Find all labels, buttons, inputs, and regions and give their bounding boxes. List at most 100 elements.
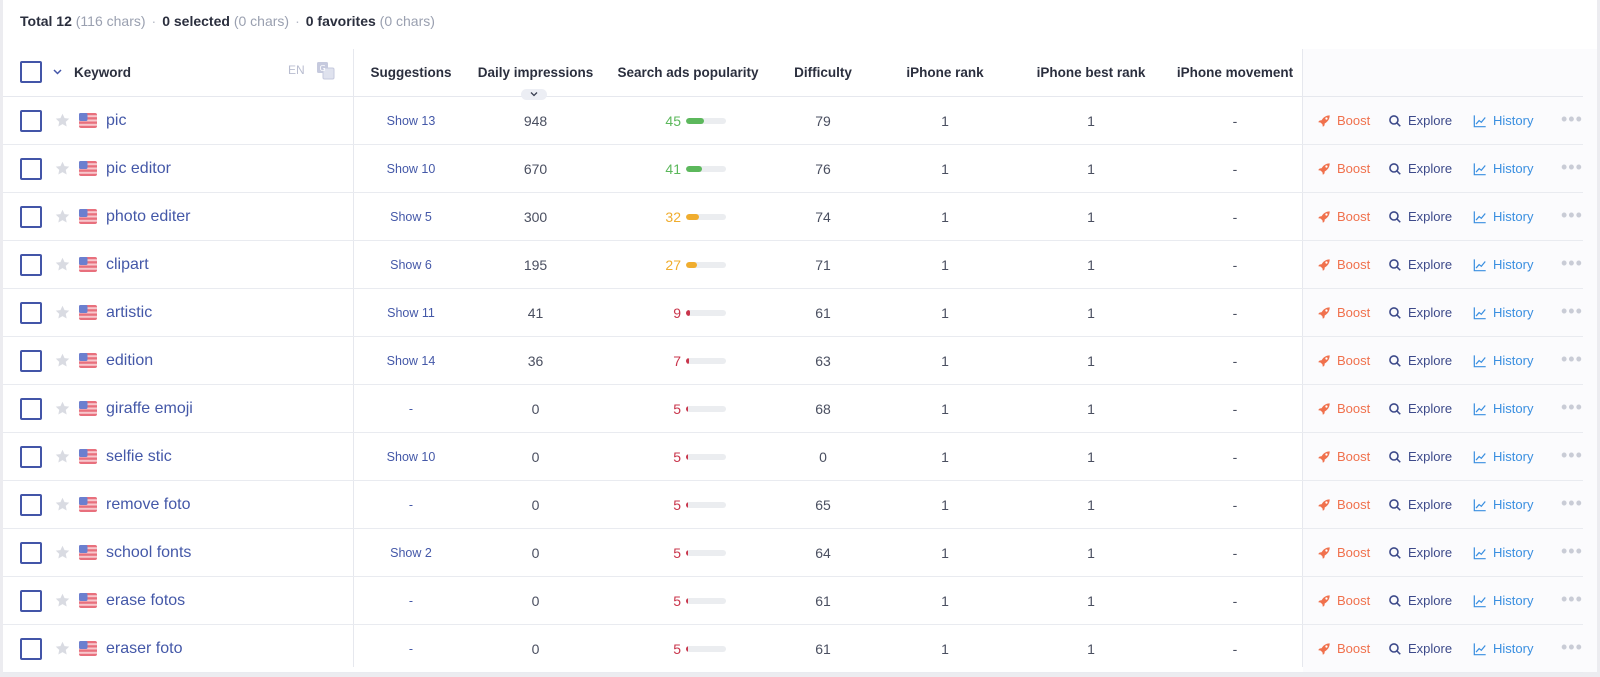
star-icon[interactable] xyxy=(54,448,71,465)
iphone-best-rank-value: 1 xyxy=(1087,641,1095,657)
iphone-rank-value: 1 xyxy=(941,161,949,177)
suggestions-link[interactable]: - xyxy=(408,402,414,416)
star-icon[interactable] xyxy=(54,112,71,129)
keyword-link[interactable]: erase fotos xyxy=(106,592,186,609)
more-options-icon[interactable]: ••• xyxy=(1561,541,1583,561)
row-checkbox[interactable] xyxy=(20,638,42,660)
row-checkbox[interactable] xyxy=(20,542,42,564)
suggestions-link[interactable]: Show 6 xyxy=(390,258,432,272)
boost-label: Boost xyxy=(1337,353,1371,368)
more-options-icon[interactable]: ••• xyxy=(1561,109,1583,129)
history-label: History xyxy=(1493,449,1534,464)
header-difficulty[interactable]: Difficulty xyxy=(794,65,852,80)
popularity-bar xyxy=(686,166,726,172)
iphone-rank-value: 1 xyxy=(941,641,949,657)
keyword-link[interactable]: school fonts xyxy=(106,544,192,561)
table-row: pic Show 13 948 45 79 1 1 - Boost Explor… xyxy=(3,97,1583,145)
boost-label: Boost xyxy=(1337,401,1371,416)
popularity-meter: 9 xyxy=(643,289,733,337)
row-checkbox[interactable] xyxy=(20,254,42,276)
history-label: History xyxy=(1493,305,1534,320)
more-options-icon[interactable]: ••• xyxy=(1561,445,1583,465)
star-icon[interactable] xyxy=(54,400,71,417)
popularity-bar xyxy=(686,550,726,556)
star-icon[interactable] xyxy=(54,640,71,657)
keyword-link[interactable]: photo editer xyxy=(106,208,191,225)
header-iphone-movement[interactable]: iPhone movement xyxy=(1176,65,1294,80)
star-icon[interactable] xyxy=(54,160,71,177)
chart-line-icon xyxy=(1473,211,1486,224)
header-daily-impressions[interactable]: Daily impressions xyxy=(477,65,594,80)
star-icon[interactable] xyxy=(54,592,71,609)
us-flag-icon xyxy=(79,449,97,464)
popularity-value: 9 xyxy=(673,305,681,321)
star-icon[interactable] xyxy=(54,496,71,513)
row-checkbox[interactable] xyxy=(20,110,42,132)
suggestions-link[interactable]: - xyxy=(408,594,414,608)
header-iphone-best-rank[interactable]: iPhone best rank xyxy=(1036,65,1146,80)
keyword-link[interactable]: eraser foto xyxy=(106,640,183,657)
more-options-icon[interactable]: ••• xyxy=(1561,157,1583,177)
translate-icon[interactable]: G xyxy=(316,61,335,80)
language-label[interactable]: EN xyxy=(288,63,305,77)
keyword-link[interactable]: clipart xyxy=(106,256,149,273)
svg-text:G: G xyxy=(320,64,326,73)
history-label: History xyxy=(1493,257,1534,272)
iphone-best-rank-value: 1 xyxy=(1087,401,1095,417)
sort-chevron-down-icon[interactable] xyxy=(521,89,547,100)
row-checkbox[interactable] xyxy=(20,350,42,372)
more-options-icon[interactable]: ••• xyxy=(1561,205,1583,225)
suggestions-link[interactable]: Show 2 xyxy=(390,546,432,560)
rocket-icon xyxy=(1318,307,1330,319)
more-options-icon[interactable]: ••• xyxy=(1561,637,1583,657)
suggestions-link[interactable]: Show 5 xyxy=(390,210,432,224)
keyword-link[interactable]: giraffe emoji xyxy=(106,400,193,417)
iphone-rank-value: 1 xyxy=(941,401,949,417)
iphone-best-rank-value: 1 xyxy=(1087,113,1095,129)
select-all-checkbox[interactable] xyxy=(20,61,42,83)
suggestions-link[interactable]: - xyxy=(408,498,414,512)
iphone-rank-value: 1 xyxy=(941,593,949,609)
iphone-best-rank-value: 1 xyxy=(1087,209,1095,225)
star-icon[interactable] xyxy=(54,208,71,225)
header-search-ads-popularity[interactable]: Search ads popularity xyxy=(617,65,759,80)
suggestions-link[interactable]: Show 13 xyxy=(386,114,436,128)
more-options-icon[interactable]: ••• xyxy=(1561,253,1583,273)
keyword-link[interactable]: pic xyxy=(106,112,127,129)
search-icon xyxy=(1389,115,1401,127)
star-icon[interactable] xyxy=(54,352,71,369)
row-checkbox[interactable] xyxy=(20,302,42,324)
row-checkbox[interactable] xyxy=(20,494,42,516)
more-options-icon[interactable]: ••• xyxy=(1561,493,1583,513)
header-keyword[interactable]: Keyword xyxy=(74,65,132,80)
keyword-link[interactable]: pic editor xyxy=(106,160,171,177)
star-icon[interactable] xyxy=(54,256,71,273)
keyword-link[interactable]: artistic xyxy=(106,304,153,321)
row-checkbox[interactable] xyxy=(20,398,42,420)
star-icon[interactable] xyxy=(54,304,71,321)
more-options-icon[interactable]: ••• xyxy=(1561,397,1583,417)
keyword-link[interactable]: remove foto xyxy=(106,496,191,513)
row-checkbox[interactable] xyxy=(20,590,42,612)
explore-label: Explore xyxy=(1408,545,1453,560)
more-options-icon[interactable]: ••• xyxy=(1561,301,1583,321)
header-iphone-rank[interactable]: iPhone rank xyxy=(906,65,984,80)
suggestions-link[interactable]: Show 11 xyxy=(387,306,435,320)
row-checkbox[interactable] xyxy=(20,206,42,228)
suggestions-link[interactable]: - xyxy=(408,642,414,656)
row-checkbox[interactable] xyxy=(20,446,42,468)
suggestions-link[interactable]: Show 10 xyxy=(386,162,436,176)
difficulty-value: 0 xyxy=(819,449,827,465)
more-options-icon[interactable]: ••• xyxy=(1561,349,1583,369)
favorites-count: 0 favorites xyxy=(305,13,376,29)
more-options-icon[interactable]: ••• xyxy=(1561,589,1583,609)
header-suggestions[interactable]: Suggestions xyxy=(370,65,452,80)
suggestions-link[interactable]: Show 14 xyxy=(386,354,436,368)
suggestions-link[interactable]: Show 10 xyxy=(386,450,436,464)
chevron-down-icon[interactable] xyxy=(52,66,63,80)
row-checkbox[interactable] xyxy=(20,158,42,180)
keyword-link[interactable]: selfie stic xyxy=(106,448,172,465)
keyword-link[interactable]: edition xyxy=(106,352,154,369)
star-icon[interactable] xyxy=(54,544,71,561)
us-flag-icon xyxy=(79,545,97,560)
